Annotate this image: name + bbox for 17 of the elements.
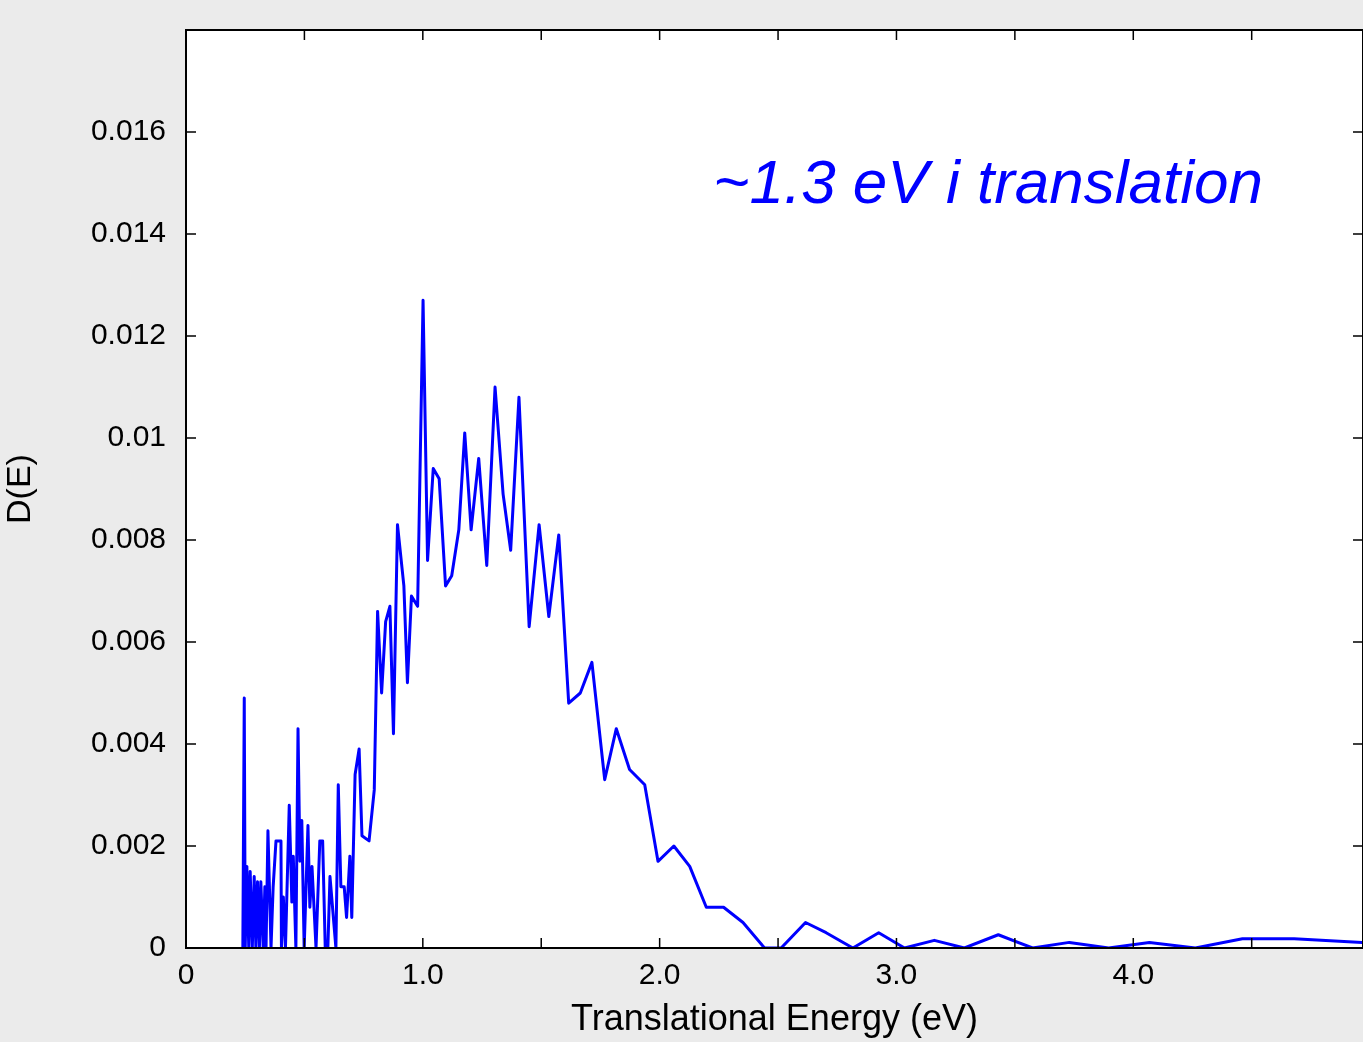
annotation: ~1.3 eV i translation [713, 147, 1263, 216]
y-tick-label: 0.012 [90, 317, 166, 351]
y-tick-label: 0 [149, 929, 166, 963]
y-tick-label: 0.016 [90, 113, 166, 147]
y-tick-label: 0.002 [90, 827, 166, 861]
y-tick-label: 0.008 [90, 521, 166, 555]
x-tick-label: 2.0 [638, 957, 681, 991]
x-tick-label: 1.0 [401, 957, 444, 991]
y-tick-label: 0.006 [90, 623, 166, 657]
x-tick-label: 4.0 [1112, 957, 1155, 991]
x-axis-title: Translational Energy (eV) [571, 997, 978, 1039]
y-tick-label: 0.014 [90, 215, 166, 249]
y-tick-label: 0.004 [90, 725, 166, 759]
x-tick-label: 3.0 [875, 957, 918, 991]
y-axis-title: D(E) [0, 454, 37, 524]
x-tick-label: 0 [177, 957, 195, 991]
y-tick-label: 0.01 [107, 419, 166, 453]
